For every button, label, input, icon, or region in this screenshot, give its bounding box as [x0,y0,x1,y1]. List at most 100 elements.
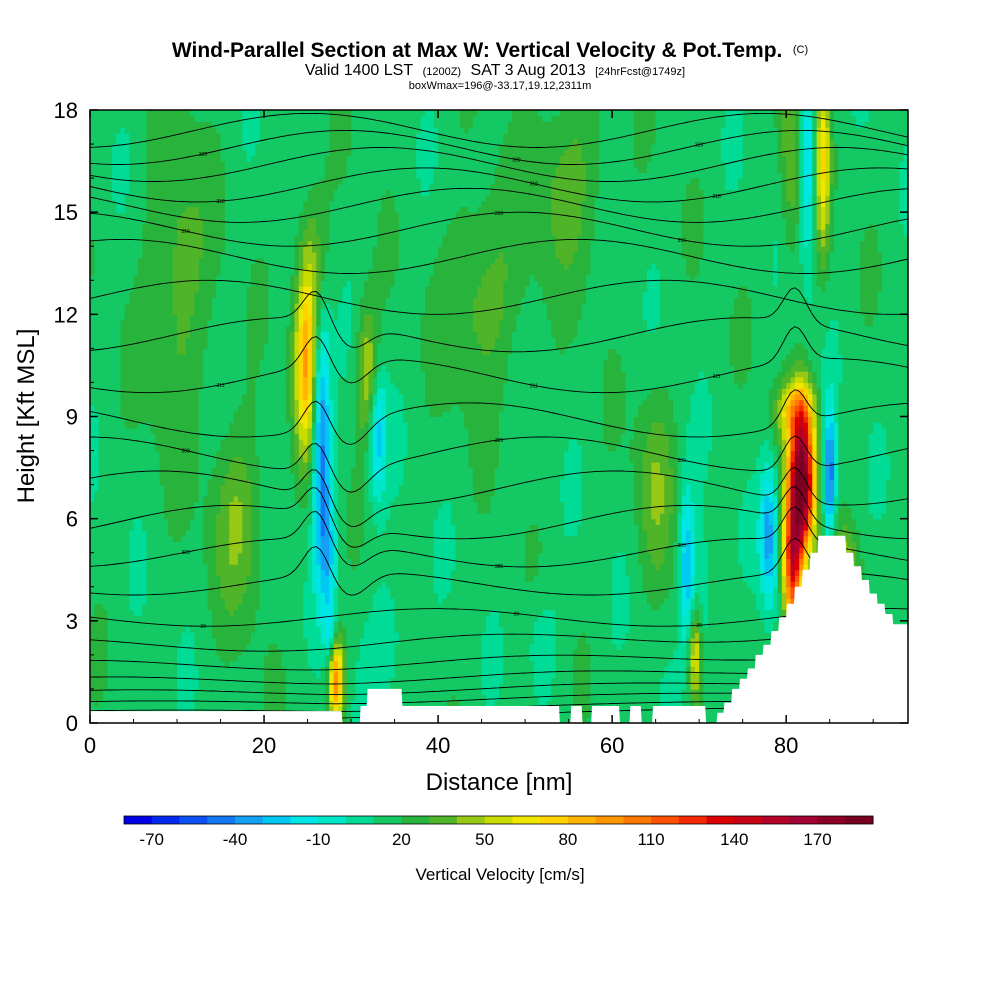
heatmap-cell [503,677,535,684]
heatmap-cell [216,127,243,134]
heatmap-cell [311,427,317,435]
heatmap-cell [703,609,709,616]
heatmap-cell [107,671,178,679]
heatmap-cell [203,234,226,242]
heatmap-cell [246,359,261,367]
heatmap-cell [577,234,596,242]
heatmap-cell [829,422,835,429]
heatmap-cell [690,416,713,423]
heatmap-cell [285,705,326,713]
heatmap-cell [242,512,252,520]
heatmap-cell [311,388,317,395]
heatmap-cell [820,121,826,128]
heatmap-cell [124,422,139,429]
heatmap-cell [834,512,839,520]
heatmap-cell [633,473,644,480]
heatmap-cell [298,331,304,338]
heatmap-cell [820,456,826,463]
heatmap-cell [420,337,478,344]
heatmap-cell [446,592,613,599]
heatmap-cell [146,535,174,542]
heatmap-cell [468,206,478,213]
colorbar-swatch [373,816,402,824]
heatmap-cell [690,547,696,554]
heatmap-cell [646,592,670,599]
heatmap-cell [820,433,826,440]
heatmap-cell [320,285,343,293]
heatmap-cell [790,376,796,384]
heatmap-cell [642,478,652,486]
heatmap-cell [372,410,378,418]
heatmap-cell [699,626,766,633]
heatmap-cell [803,149,813,157]
heatmap-cell [803,490,809,497]
heatmap-cell [829,110,835,117]
velocity-heatmap [90,110,908,723]
heatmap-cell [107,632,182,639]
heatmap-cell [298,302,304,310]
heatmap-cell [799,518,805,525]
heatmap-cell [786,195,796,202]
heatmap-cell [307,405,313,412]
heatmap-cell [159,456,200,463]
heatmap-cell [694,649,700,656]
heatmap-cell [163,512,196,520]
heatmap-cell [781,530,787,537]
heatmap-cell [198,263,222,270]
heatmap-cell [338,547,348,554]
heatmap-cell [372,246,400,253]
heatmap-cell [364,376,370,384]
heatmap-cell [603,410,626,418]
x-tick-label: 20 [252,733,276,758]
heatmap-cell [812,439,818,446]
heatmap-cell [868,110,908,117]
heatmap-cell [203,365,248,372]
heatmap-cell [677,490,683,497]
heatmap-cell [425,291,478,298]
heatmap-cell [190,331,209,338]
heatmap-cell [503,666,535,673]
heatmap-cell [633,507,644,514]
heatmap-cell [820,189,826,196]
heatmap-cell [664,558,674,565]
heatmap-cell [120,331,178,338]
heatmap-cell [790,518,796,525]
heatmap-cell [555,337,574,344]
heatmap-cell [90,535,130,542]
heatmap-cell [385,581,435,588]
heatmap-cell [338,399,357,406]
heatmap-cell [555,172,587,179]
heatmap-cell [329,450,335,457]
heatmap-cell [150,422,200,429]
heatmap-cell [250,478,261,486]
heatmap-cell [699,643,705,650]
heatmap-cell [329,649,335,656]
heatmap-cell [137,268,174,276]
heatmap-cell [351,467,365,474]
heatmap-cell [681,234,705,242]
heatmap-cell [803,132,813,139]
heatmap-cell [346,626,365,633]
heatmap-cell [812,456,818,463]
heatmap-cell [359,410,370,418]
heatmap-cell [224,172,326,179]
heatmap-cell [316,393,322,401]
heatmap-cell [886,484,908,491]
heatmap-cell [364,626,396,633]
heatmap-cell [294,314,300,321]
heatmap-cell [829,200,835,208]
heatmap-cell [338,541,348,548]
heatmap-cell [464,127,470,134]
heatmap-cell [764,495,770,503]
heatmap-cell [90,456,100,463]
heatmap-cell [851,512,874,520]
heatmap-cell [342,711,348,718]
colorbar-swatch [762,816,791,824]
heatmap-cell [712,444,761,452]
heatmap-cell [577,439,605,446]
heatmap-cell [285,342,291,349]
heatmap-cell [311,569,317,577]
heatmap-cell [581,507,635,514]
heatmap-cell [150,427,200,435]
heatmap-cell [799,524,805,531]
